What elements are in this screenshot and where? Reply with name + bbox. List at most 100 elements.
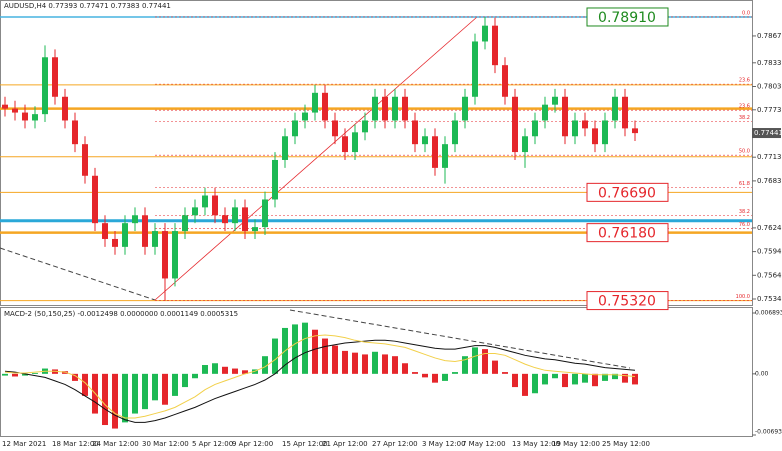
- histogram-bar: [322, 338, 328, 374]
- candle-body: [202, 195, 208, 208]
- candle-body: [372, 96, 378, 121]
- candle-body: [102, 223, 108, 239]
- candle-body: [282, 136, 288, 160]
- x-tick-label: 27 Apr 12:00: [372, 440, 418, 448]
- candle-body: [2, 104, 8, 109]
- candle-body: [12, 108, 18, 113]
- histogram-bar: [302, 322, 308, 374]
- price-label: 0.76690: [598, 185, 656, 201]
- histogram-bar: [112, 373, 118, 429]
- candle-body: [452, 120, 458, 145]
- price-label: 0.76180: [598, 226, 656, 242]
- candle-body: [32, 114, 38, 121]
- candle-body: [52, 57, 58, 97]
- histogram-bar: [552, 373, 558, 379]
- candle-body: [592, 128, 598, 145]
- x-tick-label: 3 May 12:00: [422, 440, 466, 448]
- fib-label: 61.8: [739, 181, 750, 187]
- candle-body: [22, 112, 28, 121]
- histogram-bar: [452, 372, 458, 374]
- candle-body: [392, 96, 398, 121]
- candle-body: [572, 120, 578, 137]
- candle-body: [412, 120, 418, 145]
- histogram-bar: [462, 356, 468, 374]
- price-label-box: [586, 7, 669, 27]
- candle-body: [122, 223, 128, 247]
- histogram-bar: [572, 373, 578, 385]
- candle-body: [92, 175, 98, 224]
- fib-label: 0.0: [742, 10, 750, 16]
- x-tick-label: 18 Mar 12:00: [52, 440, 99, 448]
- candle-body: [432, 136, 438, 168]
- x-tick-label: 30 Mar 12:00: [142, 440, 189, 448]
- candle-body: [612, 96, 618, 121]
- histogram-bar: [592, 373, 598, 387]
- histogram-bar: [382, 354, 388, 374]
- candle-body: [442, 144, 448, 168]
- current-price: 0.77441: [754, 129, 782, 137]
- macd-line: [4, 334, 636, 419]
- candle-body: [462, 96, 468, 121]
- histogram-bar: [412, 372, 418, 374]
- histogram-bar: [152, 373, 158, 401]
- histogram-bar: [352, 352, 358, 374]
- candle-body: [42, 57, 48, 115]
- histogram-bar: [432, 373, 438, 383]
- price-label: 0.75320: [598, 294, 656, 310]
- fib-label: 76.0: [739, 222, 750, 228]
- candle-body: [212, 195, 218, 216]
- candle-body: [362, 120, 368, 133]
- candle-body: [632, 128, 638, 134]
- price-label-box: [586, 182, 669, 202]
- candle-body: [252, 227, 258, 232]
- histogram-bar: [582, 373, 588, 383]
- histogram-bar: [162, 373, 168, 405]
- macd-line: [4, 339, 636, 423]
- candle-body: [342, 136, 348, 153]
- histogram-bar: [122, 373, 128, 423]
- fib-label: 38.2: [739, 115, 750, 121]
- x-tick-label: 19 May 12:00: [552, 440, 600, 448]
- fib-label: 23.6: [739, 104, 750, 110]
- candle-body: [192, 207, 198, 216]
- histogram-bar: [102, 373, 108, 426]
- histogram-bar: [402, 363, 408, 374]
- histogram-bar: [72, 373, 78, 381]
- histogram-bar: [262, 356, 268, 374]
- histogram-bar: [132, 373, 138, 414]
- candle-body: [132, 215, 138, 224]
- fib-label: 38.2: [739, 209, 750, 215]
- x-tick-label: 5 Apr 12:00: [192, 440, 233, 448]
- histogram-bar: [82, 373, 88, 396]
- histogram-bar: [232, 368, 238, 374]
- price-label-box: [586, 291, 669, 311]
- histogram-bar: [212, 363, 218, 374]
- y-tick-label: -0.006930: [755, 429, 782, 436]
- histogram-bar: [272, 338, 278, 374]
- histogram-bar: [362, 354, 368, 374]
- x-tick-label: 15 Apr 12:00: [282, 440, 328, 448]
- histogram-bar: [392, 356, 398, 374]
- x-tick-label: 9 Apr 12:00: [232, 440, 273, 448]
- macd-trend-line: [289, 309, 631, 369]
- histogram-bar: [372, 351, 378, 374]
- candle-body: [242, 207, 248, 232]
- histogram-bar: [22, 373, 28, 376]
- candle-body: [262, 199, 268, 228]
- histogram-bar: [602, 373, 608, 381]
- histogram-bar: [482, 349, 488, 374]
- candle-body: [162, 231, 168, 279]
- y-tick-label: 0.77735: [757, 106, 782, 114]
- candle-body: [492, 25, 498, 66]
- histogram-bar: [222, 366, 228, 374]
- candle-body: [322, 92, 328, 121]
- candle-body: [602, 120, 608, 145]
- candle-body: [562, 96, 568, 137]
- histogram-bar: [242, 370, 248, 374]
